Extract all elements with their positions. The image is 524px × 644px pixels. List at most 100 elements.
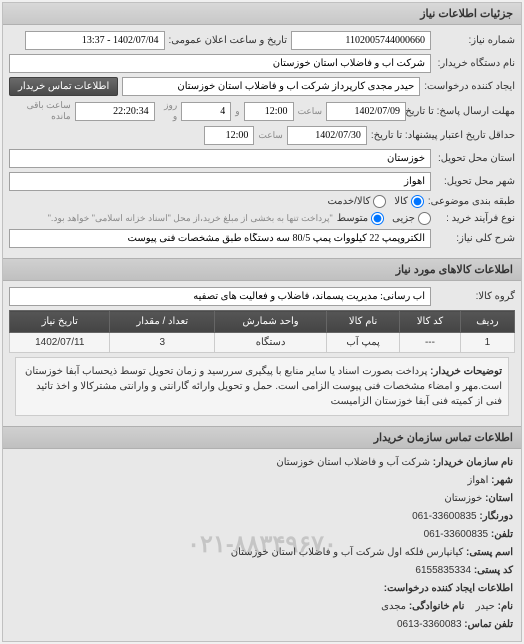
table-header-row: ردیف کد کالا نام کالا واحد شمارش تعداد /… (10, 311, 515, 333)
announce-input[interactable] (25, 31, 165, 50)
fax-value: 33600835-061 (412, 511, 477, 522)
th-code: کد کالا (400, 311, 461, 333)
contact-org: نام سازمان خریدار: شرکت آب و فاضلاب استا… (11, 455, 513, 471)
th-date: تاریخ نیاز (10, 311, 110, 333)
contact-phone-row: تلفن: 33600835-061 (11, 527, 513, 543)
contact-city: شهر: اهواز (11, 473, 513, 489)
cell-date: 1402/07/11 (10, 333, 110, 353)
contact-fax: دورنگار: 33600835-061 (11, 509, 513, 525)
day-label: روز و (159, 100, 178, 122)
row-goods-group: گروه کالا: (9, 287, 515, 306)
row-delivery-state: استان محل تحویل: (9, 149, 515, 168)
contact-section: ۰۲۱-۸۸۳۴۹۶۷۰ نام سازمان خریدار: شرکت آب … (3, 449, 521, 641)
buyer-input[interactable] (9, 54, 431, 73)
requester-input[interactable] (122, 77, 420, 96)
need-desc-input[interactable] (9, 229, 431, 248)
req-num-label: شماره نیاز: (435, 35, 515, 46)
fax-label: دورنگار: (479, 511, 513, 522)
req-creator-title-row: اطلاعات ایجاد کننده درخواست: (11, 581, 513, 597)
th-row: ردیف (460, 311, 514, 333)
contact-info-button[interactable]: اطلاعات تماس خریدار (9, 77, 118, 96)
req-num-input[interactable] (291, 31, 431, 50)
radio-goods[interactable]: کالا (394, 195, 424, 208)
postal-value: 6155835334 (415, 565, 471, 576)
contact-province: استان: خوزستان (11, 491, 513, 507)
row-requester: ایجاد کننده درخواست: اطلاعات تماس خریدار (9, 77, 515, 96)
org-label: نام سازمان خریدار: (433, 457, 513, 468)
radio-med[interactable]: متوسط (337, 212, 384, 225)
form-section: شماره نیاز: تاریخ و ساعت اعلان عمومی: نا… (3, 25, 521, 258)
row-req-number: شماره نیاز: تاریخ و ساعت اعلان عمومی: (9, 31, 515, 50)
goods-group-label: گروه کالا: (435, 291, 515, 302)
province-value: خوزستان (444, 493, 482, 504)
row-need-desc: شرح کلی نیاز: (9, 229, 515, 248)
purchase-proc-label: نوع فرآیند خرید : (435, 213, 515, 224)
name-value: حیدر (476, 601, 495, 612)
goods-section-title: اطلاعات کالاهای مورد نیاز (3, 258, 521, 281)
req-creator-title: اطلاعات ایجاد کننده درخواست: (384, 583, 513, 594)
deadline-label: مهلت ارسال پاسخ: تا تاریخ: (410, 106, 515, 117)
delivery-state-label: استان محل تحویل: (435, 153, 515, 164)
family-label: نام خانوادگی: (409, 601, 465, 612)
delivery-city-input[interactable] (9, 172, 431, 191)
row-subject-class: طبقه بندی موضوعی: کالا کالا/خدمت (9, 195, 515, 208)
time-label-1: ساعت (298, 106, 323, 117)
row-validity: حداقل تاریخ اعتبار پیشنهاد: تا تاریخ: سا… (9, 126, 515, 145)
org-value: شرکت آب و فاضلاب استان خوزستان (276, 457, 430, 468)
details-panel: جزئیات اطلاعات نیاز شماره نیاز: تاریخ و … (2, 2, 522, 642)
contact-requester-phone: تلفن تماس: 3360083-0613 (11, 617, 513, 633)
buyer-notes-box: توضیحات خریدار: پرداخت بصورت اسناد یا سا… (15, 357, 509, 416)
contact-phone-label: تلفن تماس: (464, 619, 513, 630)
contact-phone-value: 3360083-0613 (397, 619, 462, 630)
row-buyer: نام دستگاه خریدار: (9, 54, 515, 73)
notes-label: توضیحات خریدار: (430, 364, 502, 379)
time-label-2: ساعت (258, 130, 283, 141)
family-value: مجدی (381, 601, 406, 612)
address-label: اسم پستی: (466, 547, 513, 558)
contact-address: اسم پستی: کیانپارس فلکه اول شرکت آب و فا… (11, 545, 513, 561)
buyer-label: نام دستگاه خریدار: (435, 58, 515, 69)
subject-radio-group: کالا کالا/خدمت (327, 195, 423, 208)
th-qty: تعداد / مقدار (110, 311, 215, 333)
cell-code: --- (400, 333, 461, 353)
city-value: اهواز (468, 475, 489, 486)
th-unit: واحد شمارش (215, 311, 327, 333)
th-name: نام کالا (327, 311, 400, 333)
goods-group-input[interactable] (9, 287, 431, 306)
proc-radio-group: جزیی متوسط (337, 212, 431, 225)
radio-sub[interactable]: جزیی (392, 212, 431, 225)
cell-qty: 3 (110, 333, 215, 353)
radio-service[interactable]: کالا/خدمت (327, 195, 386, 208)
row-purchase-proc: نوع فرآیند خرید : جزیی متوسط "پرداخت تنه… (9, 212, 515, 225)
delivery-state-input[interactable] (9, 149, 431, 168)
cell-row: 1 (460, 333, 514, 353)
days-input[interactable] (181, 102, 231, 121)
contact-postal: کد پستی: 6155835334 (11, 563, 513, 579)
remain-time-input[interactable] (75, 102, 155, 121)
purchase-note: "پرداخت تنها به بخشی از مبلغ خرید،از محل… (9, 213, 333, 224)
requester-label: ایجاد کننده درخواست: (424, 81, 515, 92)
goods-section: گروه کالا: ردیف کد کالا نام کالا واحد شم… (3, 281, 521, 426)
row-deadline: مهلت ارسال پاسخ: تا تاریخ: ساعت و روز و … (9, 100, 515, 122)
deadline-date-input[interactable] (326, 102, 406, 121)
name-label: نام: (498, 601, 513, 612)
panel-title: جزئیات اطلاعات نیاز (3, 3, 521, 25)
contact-name: نام: حیدر نام خانوادگی: مجدی (11, 599, 513, 615)
table-row[interactable]: 1 --- پمپ آب دستگاه 3 1402/07/11 (10, 333, 515, 353)
row-delivery-city: شهر محل تحویل: (9, 172, 515, 191)
cell-name: پمپ آب (327, 333, 400, 353)
deadline-time-input[interactable] (244, 102, 294, 121)
and-label: و (235, 106, 239, 117)
city-label: شهر: (491, 475, 513, 486)
province-label: استان: (485, 493, 513, 504)
delivery-city-label: شهر محل تحویل: (435, 176, 515, 187)
address-value: کیانپارس فلکه اول شرکت آب و فاضلاب استان… (231, 547, 464, 558)
postal-label: کد پستی: (474, 565, 513, 576)
phone-label: تلفن: (491, 529, 513, 540)
validity-time-input[interactable] (204, 126, 254, 145)
subject-class-label: طبقه بندی موضوعی: (428, 196, 515, 207)
validity-date-input[interactable] (287, 126, 367, 145)
cell-unit: دستگاه (215, 333, 327, 353)
remain-label: ساعت باقی مانده (9, 100, 71, 122)
contact-section-title: اطلاعات تماس سازمان خریدار (3, 426, 521, 449)
